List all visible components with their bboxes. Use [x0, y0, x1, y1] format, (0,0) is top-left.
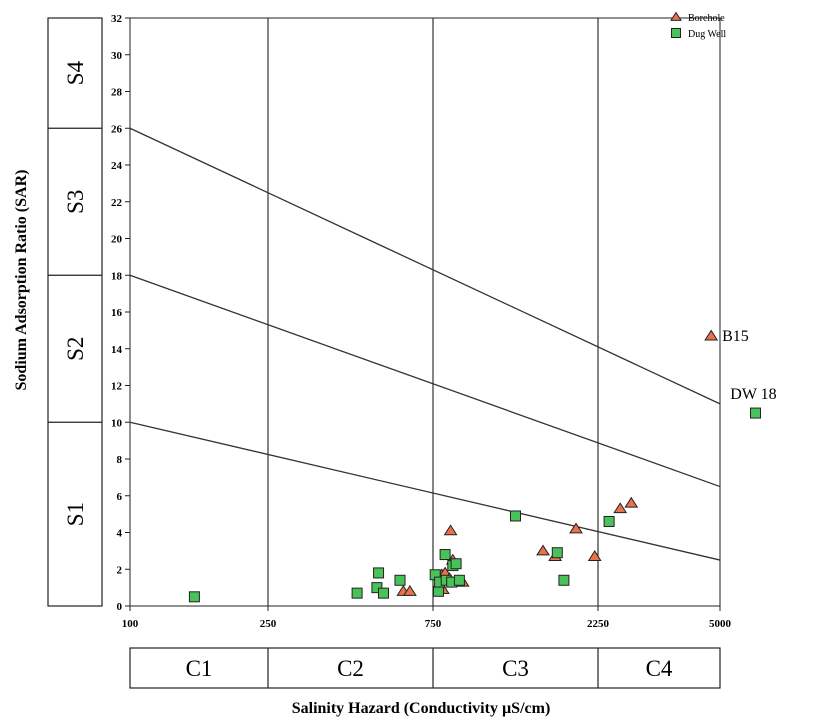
dug-well-point — [559, 575, 569, 585]
y-tick-label: 20 — [111, 234, 123, 246]
legend-dug-well-icon — [672, 29, 681, 38]
y-tick-label: 32 — [111, 13, 123, 25]
salinity-class-label: C2 — [337, 656, 364, 681]
y-tick-label: 18 — [111, 270, 123, 282]
point-annotation: DW 18 — [730, 386, 776, 403]
borehole-point — [537, 545, 549, 554]
dug-well-point — [451, 559, 461, 569]
dug-well-point — [604, 516, 614, 526]
x-tick-label: 250 — [260, 618, 277, 630]
legend-label: Borehole — [688, 13, 725, 24]
borehole-point — [589, 551, 601, 560]
y-tick-label: 2 — [117, 564, 123, 576]
legend-label: Dug Well — [688, 29, 726, 40]
dug-well-point — [440, 550, 450, 560]
x-axis-ticks: 100 250 750 2250 5000 — [122, 606, 732, 630]
dug-well-point — [189, 592, 199, 602]
x-tick-label: 100 — [122, 618, 139, 630]
salinity-class-box: C1 C2 C3 C4 — [130, 648, 720, 688]
x-tick-label: 5000 — [709, 618, 732, 630]
sodium-boundary-line — [130, 275, 720, 486]
plot-border — [130, 18, 720, 606]
sodium-boundary-line — [130, 422, 720, 560]
dug-well-point — [379, 588, 389, 598]
y-tick-label: 4 — [117, 528, 123, 540]
sodium-class-label: S4 — [63, 60, 88, 85]
borehole-point — [445, 525, 457, 534]
y-tick-label: 22 — [111, 197, 123, 209]
point-annotations: B15 DW 18 — [722, 328, 777, 403]
y-tick-label: 16 — [111, 307, 123, 319]
dug-well-point — [395, 575, 405, 585]
classification-lines — [130, 18, 720, 606]
dug-well-point — [511, 511, 521, 521]
salinity-class-label: C3 — [502, 656, 529, 681]
x-axis-title: Salinity Hazard (Conductivity µS/cm) — [292, 700, 551, 717]
borehole-point — [625, 498, 637, 507]
sodium-class-label: S3 — [63, 190, 88, 214]
sodium-boundary-line — [130, 128, 720, 404]
x-tick-label: 750 — [425, 618, 442, 630]
y-tick-label: 26 — [111, 123, 123, 135]
x-tick-label: 2250 — [587, 618, 610, 630]
y-tick-label: 0 — [117, 601, 123, 613]
salinity-class-label: C4 — [646, 656, 673, 681]
plot-area — [130, 18, 720, 606]
y-tick-label: 8 — [117, 454, 123, 466]
y-tick-label: 10 — [111, 417, 123, 429]
dug-well-point — [434, 586, 444, 596]
salinity-class-label: C1 — [186, 656, 213, 681]
y-tick-label: 30 — [111, 50, 123, 62]
sodium-class-box: S1 S2 S3 S4 — [48, 18, 102, 606]
y-tick-label: 14 — [111, 344, 123, 356]
salinity-class-border — [130, 648, 720, 688]
y-axis-title: Sodium Adsorption Ratio (SAR) — [13, 170, 30, 391]
sodium-class-label: S2 — [63, 337, 88, 361]
dug-well-point — [454, 575, 464, 585]
y-tick-label: 6 — [117, 491, 123, 503]
point-annotation: B15 — [722, 328, 749, 345]
dug-well-point — [374, 568, 384, 578]
borehole-point — [614, 503, 626, 512]
legend-borehole-icon — [671, 13, 681, 21]
sodium-class-label: S1 — [63, 502, 88, 526]
y-tick-label: 12 — [111, 381, 123, 393]
dug-well-point — [750, 408, 760, 418]
dug-well-point — [552, 548, 562, 558]
dug-well-point — [352, 588, 362, 598]
y-tick-label: 28 — [111, 87, 123, 99]
y-tick-label: 24 — [111, 160, 123, 172]
data-points — [189, 330, 760, 601]
borehole-point — [705, 330, 717, 339]
legend: Borehole Dug Well — [671, 13, 726, 41]
